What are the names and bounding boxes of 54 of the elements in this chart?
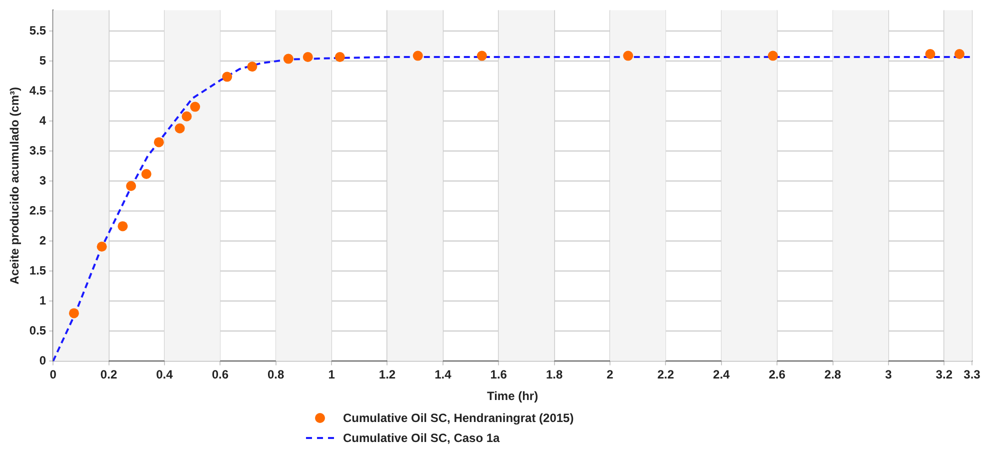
x-tick-label: 0: [50, 368, 57, 382]
point: [182, 111, 192, 122]
x-tick-label: 1.8: [546, 368, 563, 382]
y-tick-label: 1: [39, 294, 46, 308]
point: [768, 50, 778, 61]
x-tick-label: 1.2: [378, 368, 396, 382]
x-tick-label: 2: [606, 368, 614, 382]
y-tick-label: 2: [39, 234, 46, 248]
point: [623, 50, 634, 61]
x-tick-label: 0.6: [212, 368, 229, 382]
legend-label: Cumulative Oil SC, Caso 1a: [343, 431, 500, 445]
y-tick-label: 5: [39, 54, 46, 68]
x-tick-label: 1.4: [434, 368, 452, 382]
y-tick-label: 3: [39, 174, 46, 188]
point: [222, 72, 232, 82]
x-tick-label: 2.8: [824, 368, 842, 382]
y-tick-label: 3.5: [29, 144, 46, 158]
point: [174, 123, 185, 134]
point: [412, 50, 423, 61]
y-tick-label: 2.5: [29, 204, 46, 218]
x-tick-label: 0.2: [100, 368, 118, 382]
legend-label: Cumulative Oil SC, Hendraningrat (2015): [343, 411, 574, 425]
point: [141, 169, 152, 179]
x-tick-label: 0.8: [268, 368, 285, 382]
point: [302, 52, 313, 62]
x-tick-label: 3: [885, 368, 892, 382]
x-tick-label: 2.6: [768, 368, 786, 382]
point: [96, 242, 107, 252]
x-tick-label: 1: [328, 368, 336, 382]
x-axis-title: Time (hr): [486, 389, 538, 404]
point: [283, 54, 294, 64]
point: [334, 52, 345, 62]
y-tick-label: 4: [39, 114, 46, 128]
x-tick-label: 2.4: [713, 368, 730, 382]
point: [476, 50, 487, 61]
point: [954, 49, 964, 59]
point: [247, 62, 258, 72]
point: [68, 308, 79, 318]
point: [118, 221, 128, 232]
point: [154, 137, 164, 148]
x-tick-label: 3.2: [936, 368, 953, 382]
x-tick-label: 0.4: [156, 368, 174, 382]
point: [126, 181, 136, 191]
y-tick-label: 1.5: [29, 264, 46, 278]
y-tick-label: 0: [39, 354, 46, 368]
y-tick-label: 5.5: [29, 24, 46, 38]
x-tick-label: 3.3: [964, 368, 981, 382]
y-tick-label: 4.5: [29, 84, 46, 98]
x-tick-label: 1.6: [490, 368, 508, 382]
x-tick-label: 2.2: [657, 368, 674, 382]
y-tick-label: 0.5: [29, 324, 46, 338]
y-axis-title: Aceite producido acumulado (cm³): [8, 87, 22, 284]
point: [925, 49, 936, 59]
point: [190, 102, 200, 112]
